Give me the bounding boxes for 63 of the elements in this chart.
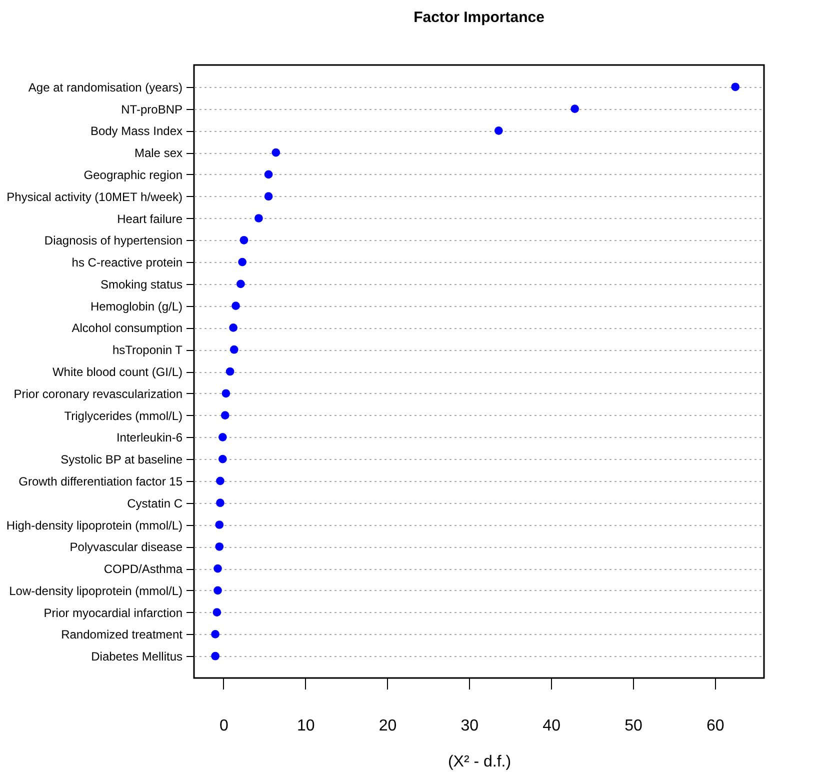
y-tick-label: Physical activity (10MET h/week) — [6, 190, 182, 204]
x-tick-label: 40 — [542, 718, 561, 734]
y-tick-label: Growth differentiation factor 15 — [18, 474, 183, 488]
y-tick-label: White blood count (GI/L) — [52, 365, 182, 379]
y-tick-label: Age at randomisation (years) — [28, 80, 182, 94]
point — [254, 214, 263, 222]
point — [264, 192, 273, 201]
point — [216, 498, 224, 508]
y-tick-label: COPD/Asthma — [104, 562, 183, 576]
point — [272, 148, 280, 157]
y-tick-label: Heart failure — [117, 212, 183, 226]
point — [215, 520, 224, 529]
y-tick-label: Diabetes Mellitus — [91, 650, 182, 664]
y-tick-label: Prior myocardial infarction — [44, 606, 182, 620]
point — [218, 433, 227, 442]
y-tick-label: Body Mass Index — [90, 124, 182, 138]
y-tick-label: Low-density lipoprotein (mmol/L) — [9, 584, 182, 598]
y-tick-label: Systolic BP at baseline — [60, 452, 183, 467]
y-tick-label: hs C-reactive protein — [72, 256, 182, 270]
y-tick-label: Smoking status — [100, 277, 182, 292]
x-tick-label: 60 — [706, 718, 724, 734]
point — [240, 236, 248, 244]
point — [215, 542, 224, 551]
point — [229, 324, 238, 332]
point — [238, 258, 246, 266]
y-tick-label: Cystatin C — [127, 496, 183, 510]
point — [236, 280, 245, 288]
y-tick-label: Interleukin-6 — [116, 430, 183, 445]
point — [214, 586, 222, 595]
point — [731, 82, 740, 92]
point — [264, 170, 273, 179]
y-tick-label: Alcohol consumption — [72, 321, 182, 336]
y-tick-label: Male sex — [134, 146, 182, 160]
x-tick-label: 10 — [296, 718, 315, 734]
y-tick-label: Geographic region — [84, 168, 182, 182]
y-tick-label: Polyvascular disease — [70, 540, 183, 554]
y-tick-label: Prior coronary revascularization — [14, 386, 182, 401]
point — [220, 411, 230, 420]
x-tick-label: 20 — [378, 718, 397, 734]
point — [232, 302, 240, 310]
y-tick-label: High-density lipoprotein (mmol/L) — [6, 518, 182, 532]
point — [212, 608, 222, 616]
y-tick-label: Randomized treatment — [61, 628, 184, 642]
y-tick-label: hsTroponin T — [112, 343, 184, 358]
chart-title: Factor Importance — [414, 9, 544, 26]
y-tick-label: Triglycerides (mmol/L) — [64, 408, 182, 423]
point — [222, 389, 230, 398]
x-tick-label: 50 — [624, 718, 642, 734]
x-axis-title: (X² - d.f.) — [448, 754, 512, 770]
point — [494, 126, 503, 135]
y-tick-label: Hemoglobin (g/L) — [90, 299, 182, 314]
point — [218, 454, 227, 464]
point — [230, 345, 238, 354]
x-tick-label: 30 — [460, 718, 479, 734]
point — [214, 564, 222, 573]
x-tick-label: 0 — [220, 718, 229, 734]
point — [226, 367, 234, 376]
point — [216, 476, 224, 486]
point — [211, 652, 220, 660]
point — [570, 104, 579, 113]
y-tick-label: Diagnosis of hypertension — [44, 234, 182, 248]
y-tick-label: NT-proBNP — [121, 102, 182, 116]
point — [211, 630, 220, 638]
